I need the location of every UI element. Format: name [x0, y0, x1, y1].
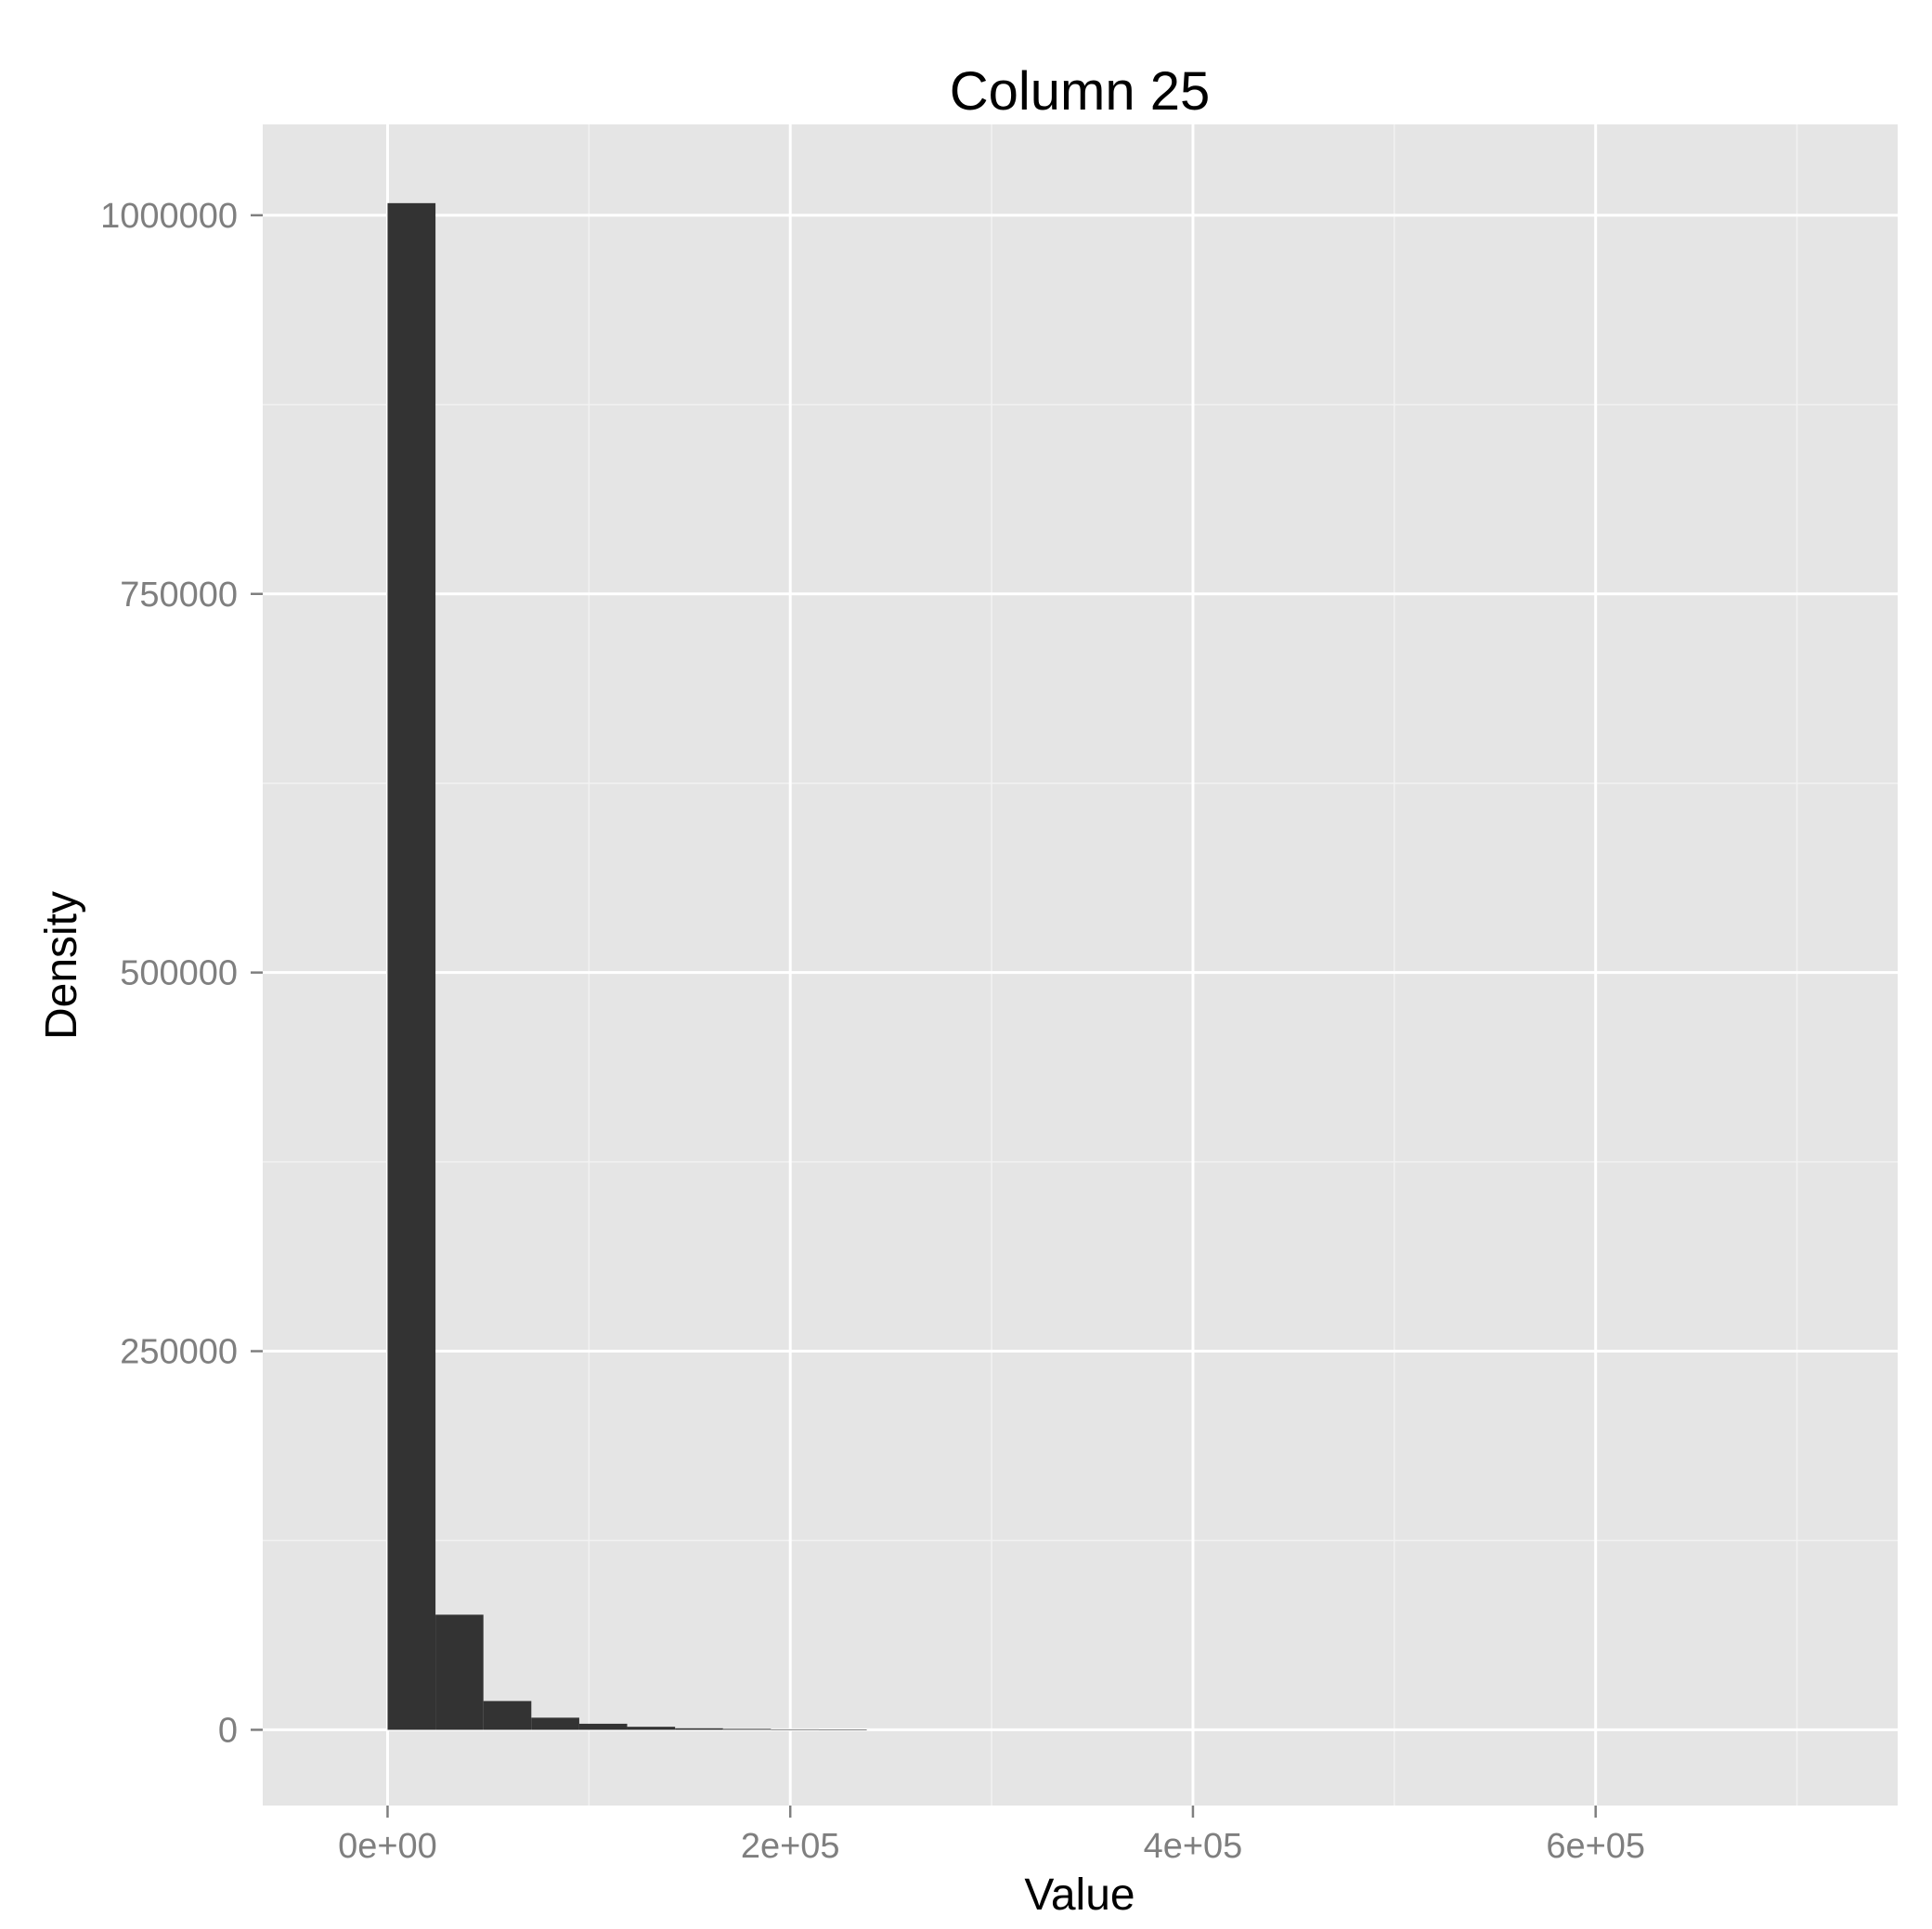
x-axis-title: Value: [1024, 1871, 1135, 1920]
histogram-bar: [387, 202, 436, 1730]
x-tick-label: 6e+05: [1546, 1827, 1645, 1866]
histogram-bar: [578, 1723, 628, 1730]
histogram-bar: [531, 1717, 579, 1730]
chart-title: Column 25: [950, 61, 1210, 122]
x-tick-label: 0e+00: [338, 1827, 437, 1866]
minor-gridlines: [263, 124, 1898, 1806]
x-tick-label: 4e+05: [1144, 1827, 1243, 1866]
histogram-bar: [675, 1728, 723, 1730]
y-axis: 0 250000 500000 750000 1000000: [100, 197, 263, 1750]
y-tick-label: 500000: [120, 954, 238, 993]
y-axis-title: Density: [37, 891, 86, 1040]
y-tick-label: 0: [218, 1711, 238, 1750]
y-tick-label: 750000: [120, 576, 238, 615]
histogram-bar: [819, 1729, 867, 1730]
x-tick-label: 2e+05: [741, 1827, 840, 1866]
histogram-bar: [627, 1727, 676, 1730]
x-axis: 0e+00 2e+05 4e+05 6e+05: [338, 1806, 1645, 1866]
histogram-bar: [722, 1728, 772, 1730]
histogram-bar: [483, 1701, 532, 1730]
histogram-bars: [387, 202, 867, 1730]
histogram-bar: [771, 1728, 820, 1730]
y-tick-label: 250000: [120, 1333, 238, 1372]
y-tick-label: 1000000: [100, 197, 238, 236]
histogram-bar: [435, 1614, 484, 1730]
plot-panel: [263, 124, 1898, 1806]
